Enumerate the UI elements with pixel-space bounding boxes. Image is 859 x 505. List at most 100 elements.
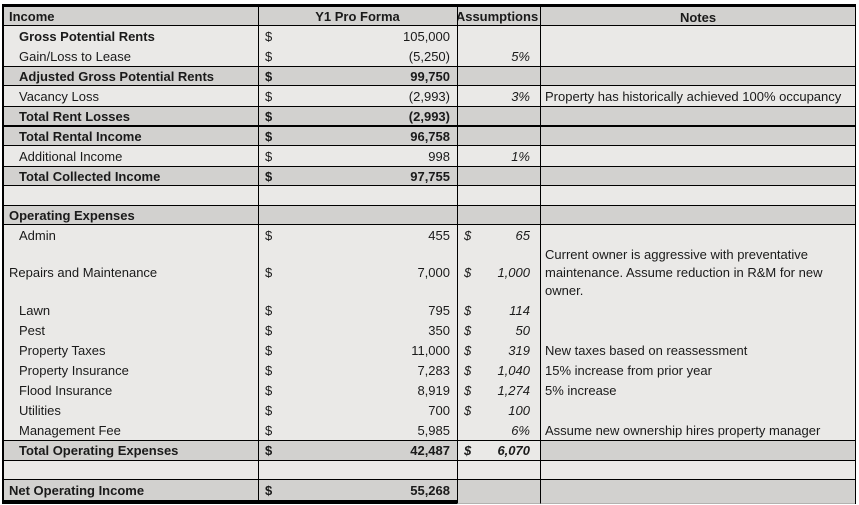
cell-empty[interactable] [457,186,540,205]
cell-note[interactable] [540,26,855,46]
cell-label[interactable]: Admin [4,225,258,245]
cell-assumption[interactable] [457,67,540,85]
cell-label[interactable]: Vacancy Loss [4,86,258,106]
cell-proforma[interactable]: $ (2,993) [258,107,457,125]
cell-proforma[interactable]: $99,750 [258,67,457,85]
currency-symbol: $ [464,265,472,280]
cell-proforma[interactable]: $795 [258,300,457,320]
cell-assumption[interactable] [457,107,540,125]
cell-proforma[interactable]: $7,283 [258,360,457,380]
cell-assumption[interactable]: $6,070 [457,441,540,460]
cell-label[interactable]: Utilities [4,400,258,420]
cell-label[interactable]: Lawn [4,300,258,320]
header-y1-pro-forma[interactable]: Y1 Pro Forma [258,7,457,25]
cell-note[interactable] [540,67,855,85]
cell-proforma[interactable] [258,206,457,224]
cell-label[interactable]: Property Insurance [4,360,258,380]
cell-label[interactable]: Repairs and Maintenance [4,245,258,300]
cell-proforma[interactable]: $96,758 [258,127,457,145]
cell-label[interactable]: Adjusted Gross Potential Rents [4,67,258,85]
cell-assumption[interactable] [457,206,540,224]
cell-label[interactable]: Net Operating Income [4,480,258,504]
cell-proforma[interactable]: $998 [258,146,457,166]
cell-assumption[interactable]: 6% [457,420,540,440]
cell-proforma[interactable]: $55,268 [258,480,457,504]
assumption-value: 1,000 [497,265,530,280]
cell-note[interactable]: 5% increase [540,380,855,400]
currency-symbol: $ [464,227,472,243]
cell-label[interactable]: Pest [4,320,258,340]
cell-note[interactable] [540,225,855,245]
cell-proforma[interactable]: $11,000 [258,340,457,360]
cell-assumption[interactable]: $1,274 [457,380,540,400]
cell-empty[interactable] [457,461,540,479]
header-notes[interactable]: Notes [540,7,855,25]
header-assumptions[interactable]: Assumptions [457,7,540,25]
row-operating-expenses-header: Operating Expenses [4,205,855,225]
cell-label[interactable]: Total Collected Income [4,167,258,185]
cell-proforma[interactable]: $ (5,250) [258,46,457,66]
cell-label[interactable]: Operating Expenses [4,206,258,224]
cell-note[interactable] [540,441,855,460]
cell-proforma[interactable]: $7,000 [258,245,457,300]
cell-empty[interactable] [540,461,855,479]
cell-label[interactable]: Management Fee [4,420,258,440]
cell-note[interactable] [540,480,855,504]
cell-empty[interactable] [258,186,457,205]
cell-assumption[interactable]: $65 [457,225,540,245]
cell-empty[interactable] [540,186,855,205]
currency-symbol: $ [265,402,273,418]
cell-note[interactable] [540,300,855,320]
cell-note[interactable]: Assume new ownership hires property mana… [540,420,855,440]
cell-assumption[interactable] [457,26,540,46]
header-income[interactable]: Income [4,7,258,25]
cell-proforma[interactable]: $42,487 [258,441,457,460]
row-property-insurance: Property Insurance $7,283 $1,040 15% inc… [4,360,855,380]
cell-label[interactable]: Total Rent Losses [4,107,258,125]
cell-proforma[interactable]: $700 [258,400,457,420]
cell-assumption[interactable]: 3% [457,86,540,106]
cell-assumption[interactable]: $319 [457,340,540,360]
cell-proforma[interactable]: $8,919 [258,380,457,400]
cell-label[interactable]: Gain/Loss to Lease [4,46,258,66]
cell-proforma[interactable]: $ (2,993) [258,86,457,106]
cell-note[interactable]: Property has historically achieved 100% … [540,86,855,106]
cell-label[interactable]: Total Operating Expenses [4,441,258,460]
cell-assumption[interactable]: 5% [457,46,540,66]
cell-proforma[interactable]: $97,755 [258,167,457,185]
cell-note[interactable]: New taxes based on reassessment [540,340,855,360]
cell-note[interactable] [540,107,855,125]
cell-note[interactable] [540,320,855,340]
cell-assumption[interactable] [457,127,540,145]
cell-label[interactable]: Flood Insurance [4,380,258,400]
cell-note[interactable] [540,46,855,66]
cell-assumption[interactable]: $114 [457,300,540,320]
row-gain-loss-to-lease: Gain/Loss to Lease $ (5,250) 5% [4,46,855,66]
cell-assumption[interactable] [457,480,540,504]
cell-label[interactable]: Additional Income [4,146,258,166]
cell-empty[interactable] [4,461,258,479]
cell-label[interactable]: Total Rental Income [4,127,258,145]
cell-label[interactable]: Gross Potential Rents [4,26,258,46]
cell-proforma[interactable]: $5,985 [258,420,457,440]
cell-note[interactable] [540,146,855,166]
cell-proforma[interactable]: $350 [258,320,457,340]
cell-label[interactable]: Property Taxes [4,340,258,360]
cell-assumption[interactable]: $1,040 [457,360,540,380]
cell-assumption[interactable]: $1,000 [457,245,540,300]
cell-note[interactable] [540,400,855,420]
cell-assumption[interactable] [457,167,540,185]
cell-note[interactable]: Current owner is aggressive with prevent… [540,245,855,300]
cell-note[interactable] [540,127,855,145]
cell-note[interactable] [540,167,855,185]
cell-empty[interactable] [4,186,258,205]
cell-note[interactable]: 15% increase from prior year [540,360,855,380]
cell-assumption[interactable]: 1% [457,146,540,166]
cell-proforma[interactable]: $455 [258,225,457,245]
cell-assumption[interactable]: $50 [457,320,540,340]
cell-note[interactable] [540,206,855,224]
cell-proforma[interactable]: $105,000 [258,26,457,46]
currency-symbol: $ [464,302,472,318]
cell-assumption[interactable]: $100 [457,400,540,420]
cell-empty[interactable] [258,461,457,479]
